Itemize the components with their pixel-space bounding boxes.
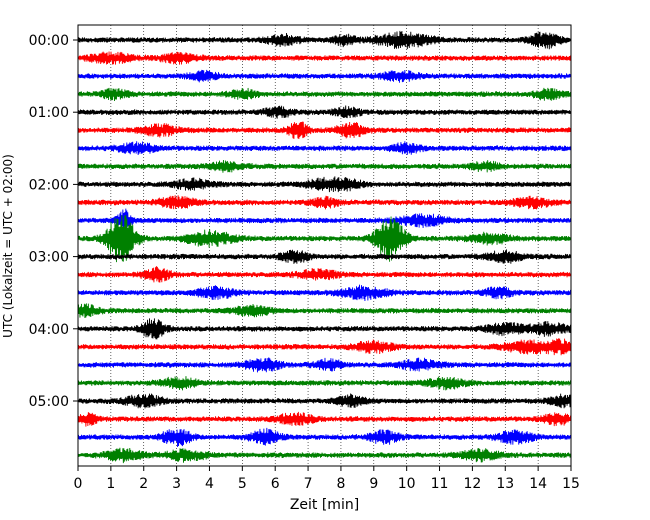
x-tick-label-14: 14 — [529, 476, 547, 492]
trace-0345 — [77, 303, 572, 319]
x-tick-label-0: 0 — [74, 476, 83, 492]
trace-0445 — [77, 376, 572, 391]
trace-0130 — [77, 141, 572, 155]
x-tick-label-15: 15 — [562, 476, 580, 492]
y-axis-title: UTC (Lokalzeit = UTC + 02:00) — [1, 154, 15, 338]
trace-0145 — [77, 160, 572, 173]
trace-0000 — [77, 30, 572, 50]
x-tick-label-11: 11 — [431, 476, 449, 492]
x-tick-label-9: 9 — [369, 476, 378, 492]
x-tick-label-2: 2 — [139, 476, 148, 492]
trace-0300 — [77, 249, 572, 264]
plot-frame — [77, 24, 572, 467]
trace-0245 — [77, 215, 572, 263]
y-tick-label-0200: 02:00 — [29, 177, 69, 193]
trace-0530 — [77, 427, 572, 447]
trace-0230 — [77, 208, 572, 231]
trace-0015 — [77, 51, 572, 65]
trace-0330 — [77, 284, 572, 302]
x-axis-title: Zeit [min] — [290, 497, 359, 513]
trace-0200 — [77, 176, 572, 193]
y-axis-ticks: 00:00 01:00 02:00 03:00 04:00 05:00 — [29, 33, 78, 410]
trace-0315 — [77, 266, 572, 283]
trace-0115 — [77, 121, 572, 139]
x-tick-label-12: 12 — [463, 476, 481, 492]
x-axis-ticks: 0 1 2 3 4 5 6 7 8 9 10 11 12 13 14 15 — [74, 466, 580, 492]
trace-0030 — [77, 69, 572, 83]
trace-0400 — [77, 318, 572, 340]
trace-0415 — [77, 338, 572, 356]
x-tick-label-13: 13 — [496, 476, 514, 492]
y-tick-label-0300: 03:00 — [29, 250, 69, 266]
trace-0215 — [77, 195, 572, 210]
x-tick-label-5: 5 — [238, 476, 247, 492]
trace-0430 — [77, 357, 572, 373]
trace-0100 — [77, 105, 572, 119]
x-tick-label-6: 6 — [271, 476, 280, 492]
x-tick-label-4: 4 — [205, 476, 214, 492]
y-tick-label-0000: 00:00 — [29, 33, 69, 49]
x-tick-label-7: 7 — [304, 476, 313, 492]
y-tick-label-0400: 04:00 — [29, 322, 69, 338]
trace-lines — [77, 30, 572, 464]
trace-0500 — [77, 393, 572, 409]
trace-0545 — [77, 447, 572, 464]
trace-0515 — [77, 411, 572, 427]
y-tick-label-0500: 05:00 — [29, 394, 69, 410]
y-tick-label-0100: 01:00 — [29, 105, 69, 121]
x-tick-label-1: 1 — [106, 476, 115, 492]
x-tick-label-10: 10 — [398, 476, 416, 492]
x-tick-label-3: 3 — [172, 476, 181, 492]
trace-0045 — [77, 87, 572, 102]
x-tick-label-8: 8 — [336, 476, 345, 492]
